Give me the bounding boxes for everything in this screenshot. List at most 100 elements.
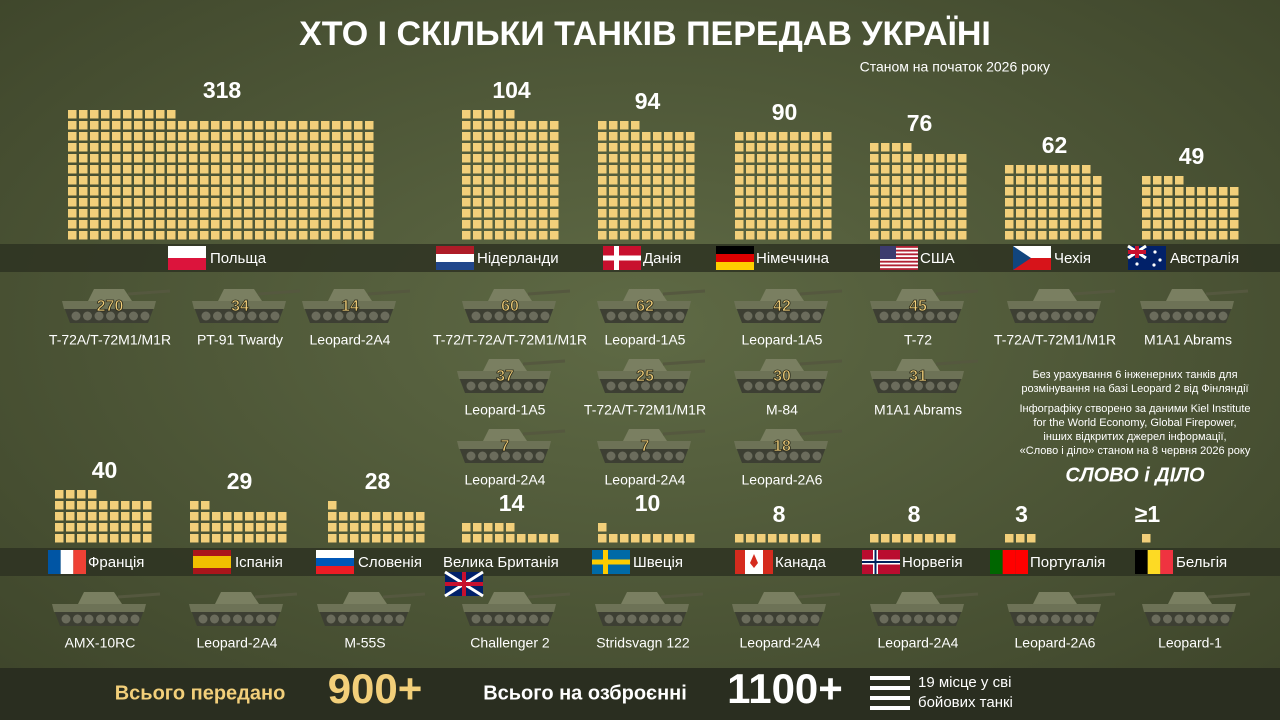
tank-square xyxy=(1175,209,1184,218)
tank-square xyxy=(620,165,629,174)
tank-wheel xyxy=(618,451,627,461)
country-total: 8 xyxy=(908,501,921,527)
tank-square xyxy=(255,176,264,185)
tank-square xyxy=(66,523,75,532)
tank-wheel xyxy=(506,614,515,624)
tank-wheel xyxy=(914,614,923,624)
tank-square xyxy=(1071,209,1080,218)
tank-square xyxy=(598,121,607,130)
flag-cross xyxy=(862,561,900,563)
tank-square xyxy=(925,198,934,207)
tank-square xyxy=(365,176,374,185)
tank-square xyxy=(506,121,515,130)
flag-stripe xyxy=(880,253,918,256)
tank-model: Leopard-1A5 xyxy=(465,402,546,418)
tank-square xyxy=(550,154,559,163)
tank-square xyxy=(473,176,482,185)
tank-square xyxy=(1186,187,1195,196)
tank-square xyxy=(332,165,341,174)
tank-wheel xyxy=(119,614,128,624)
tank-turret xyxy=(1033,592,1077,604)
tank-square xyxy=(947,198,956,207)
tank-square xyxy=(66,501,75,510)
tank-square xyxy=(958,187,967,196)
tank: 18 xyxy=(734,429,843,463)
tank-square xyxy=(288,220,297,229)
tank-wheel xyxy=(471,614,481,624)
waffle xyxy=(462,523,559,543)
tank-square xyxy=(653,176,662,185)
tank-square xyxy=(686,209,695,218)
tank-square xyxy=(310,187,319,196)
tank-square xyxy=(620,198,629,207)
tank-wheel xyxy=(466,381,476,391)
tank-square xyxy=(123,231,132,240)
tank-wheel xyxy=(753,614,762,624)
tank-square xyxy=(123,165,132,174)
tank-wheel xyxy=(270,311,280,321)
tank-square xyxy=(354,198,363,207)
tank-square xyxy=(343,132,352,141)
tank-square xyxy=(947,154,956,163)
tank-count: 7 xyxy=(641,438,650,455)
tank-square xyxy=(903,165,912,174)
tank-square xyxy=(550,143,559,152)
tank-wheel xyxy=(1161,311,1170,321)
tank-wheel xyxy=(629,451,639,461)
tank-square xyxy=(746,534,755,543)
tank-wheel xyxy=(478,381,487,391)
tank-square xyxy=(473,132,482,141)
tank-square xyxy=(101,121,110,130)
tank-square xyxy=(277,198,286,207)
tank-square xyxy=(1082,176,1091,185)
tank-square xyxy=(686,198,695,207)
tank-square xyxy=(200,154,209,163)
tank-model: Leopard-2A4 xyxy=(605,472,686,488)
tank-wheel xyxy=(1163,614,1172,624)
tank-square xyxy=(881,165,890,174)
tank-square xyxy=(958,154,967,163)
tank-wheel xyxy=(652,451,662,461)
tank-gun xyxy=(799,289,843,296)
tank-square xyxy=(145,220,154,229)
tank-square xyxy=(550,231,559,240)
tank-gun xyxy=(254,592,298,599)
tank-wheel xyxy=(664,381,673,391)
tank-square xyxy=(55,523,64,532)
tank-wheel xyxy=(1039,311,1049,321)
tank-square xyxy=(768,143,777,152)
tank-square xyxy=(1219,209,1228,218)
tank-square xyxy=(212,534,221,543)
tank-square xyxy=(746,154,755,163)
tank-square xyxy=(156,198,165,207)
tank-square xyxy=(156,143,165,152)
tank-square xyxy=(178,176,187,185)
tank-square xyxy=(903,220,912,229)
tank-square xyxy=(801,534,810,543)
tank-square xyxy=(812,154,821,163)
flag-leaf xyxy=(750,554,758,568)
tank-square xyxy=(1197,220,1206,229)
tank-square xyxy=(321,220,330,229)
tank xyxy=(870,592,979,626)
tank-square xyxy=(903,143,912,152)
tank-square xyxy=(653,534,662,543)
tank-square xyxy=(211,220,220,229)
tank-square xyxy=(631,121,640,130)
tank-square xyxy=(277,176,286,185)
tank-wheel xyxy=(1186,614,1195,624)
tank-square xyxy=(517,132,526,141)
tank-model: Leopard-2A4 xyxy=(878,635,959,651)
tank-square xyxy=(675,209,684,218)
tank-square xyxy=(598,132,607,141)
tank-wheel xyxy=(1220,614,1230,624)
tank-turret xyxy=(623,429,667,441)
tank-square xyxy=(550,209,559,218)
tank-square xyxy=(779,231,788,240)
tank-square xyxy=(1005,165,1014,174)
tank-square xyxy=(936,231,945,240)
tank-square xyxy=(233,220,242,229)
tank-model: PT-91 Twardy xyxy=(197,332,283,348)
tank-square xyxy=(870,220,879,229)
tank-square xyxy=(244,143,253,152)
